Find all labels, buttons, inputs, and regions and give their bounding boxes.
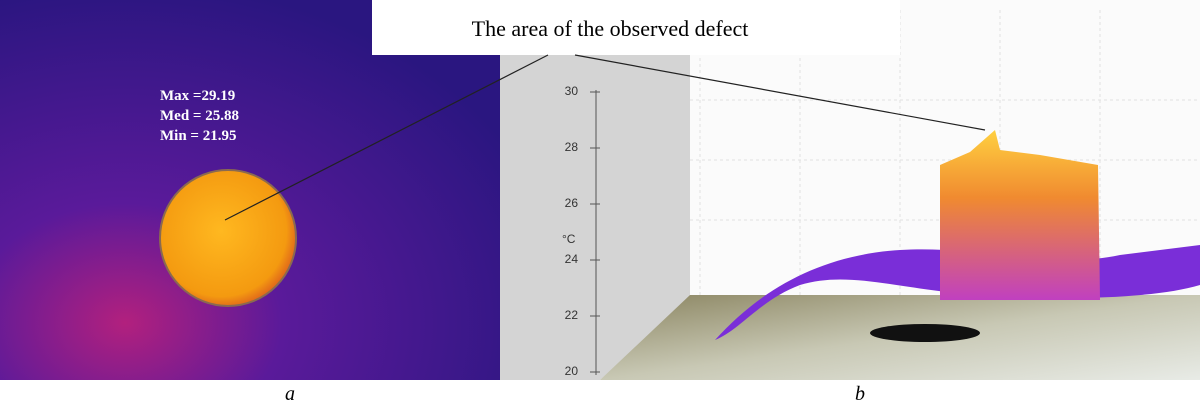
callout-text: The area of the observed defect	[472, 16, 749, 41]
floor-hole	[870, 324, 980, 342]
med-label: Med = 25.88	[160, 108, 239, 124]
max-label: Max =29.19	[160, 88, 235, 104]
caption-a: a	[285, 383, 295, 405]
tick-label: 28	[565, 140, 579, 154]
tick-label: 24	[565, 252, 579, 266]
caption-b: b	[855, 383, 865, 405]
tick-label: 30	[565, 84, 579, 98]
tick-label: 26	[565, 196, 579, 210]
min-label: Min = 21.95	[160, 128, 236, 144]
axis-unit: °C	[562, 232, 576, 246]
tick-label: 22	[565, 308, 579, 322]
figure: Max =29.19 Med = 25.88 Min = 21.95 °C 30…	[0, 0, 1200, 405]
defect-spot	[160, 170, 296, 306]
tick-label: 20	[565, 364, 579, 378]
